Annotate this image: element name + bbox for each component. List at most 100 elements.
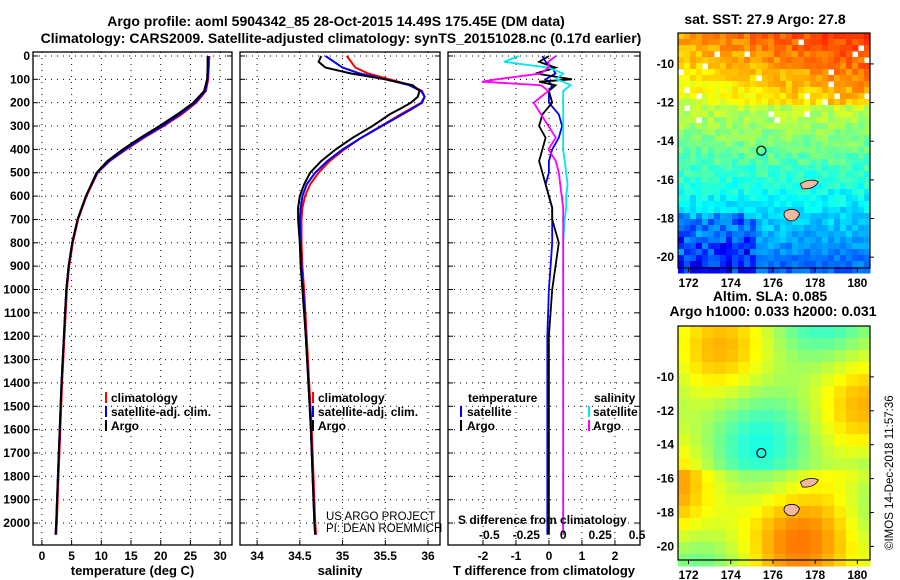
map-cell	[684, 249, 691, 256]
map-cell	[792, 183, 799, 190]
map-cell	[750, 410, 763, 423]
map-cell	[846, 326, 859, 339]
map-cell	[846, 99, 853, 106]
map-cell	[864, 213, 871, 220]
map-cell	[858, 410, 871, 423]
map-cell	[690, 111, 697, 118]
map-cell	[804, 75, 811, 82]
map-cell	[828, 207, 835, 214]
map-cell	[822, 482, 835, 495]
map-cell	[762, 338, 775, 351]
map-cell	[816, 249, 823, 256]
map-cell	[738, 398, 751, 411]
map-cell	[792, 231, 799, 238]
map-cell	[702, 201, 709, 208]
map-cell	[720, 213, 727, 220]
map-cell	[774, 81, 781, 88]
map-cell	[828, 219, 835, 226]
map-cell	[858, 518, 871, 531]
map-cell	[786, 177, 793, 184]
map-cell	[720, 207, 727, 214]
fiji-islands	[783, 179, 819, 222]
map-cell	[780, 261, 787, 268]
map-cell	[684, 225, 691, 232]
map-cell	[696, 219, 703, 226]
map-cell	[756, 249, 763, 256]
map-cell	[756, 135, 763, 142]
map-cell	[750, 189, 757, 196]
map-cell	[714, 458, 727, 471]
map-cell	[678, 249, 685, 256]
map-cell	[768, 171, 775, 178]
map-cell	[774, 446, 787, 459]
map-cell	[768, 165, 775, 172]
map-cell	[750, 213, 757, 220]
map-cell	[726, 386, 739, 399]
legend-swatch	[460, 406, 462, 417]
map-cell	[852, 225, 859, 232]
map-cell	[714, 147, 721, 154]
map-cell	[798, 195, 805, 202]
map-cell	[864, 123, 871, 130]
map-cell	[858, 386, 871, 399]
map-cell	[852, 183, 859, 190]
map-cell	[840, 165, 847, 172]
map-cell	[762, 153, 769, 160]
map-cell	[786, 362, 799, 375]
map-cell	[786, 153, 793, 160]
map-cell	[798, 201, 805, 208]
map-cell	[762, 159, 769, 166]
map-cell	[786, 123, 793, 130]
map-cell	[828, 165, 835, 172]
map-cell	[834, 117, 841, 124]
map-cell	[738, 159, 745, 166]
map-cell	[798, 147, 805, 154]
map-cell	[852, 189, 859, 196]
map-cell	[816, 63, 823, 70]
lat-tick-label: -16	[657, 173, 675, 187]
map-cell	[792, 249, 799, 256]
map-cell	[702, 386, 715, 399]
map-cell	[810, 111, 817, 118]
map-cell	[750, 494, 763, 507]
map-cell	[792, 93, 799, 100]
map-cell	[726, 75, 733, 82]
map-cell	[684, 189, 691, 196]
map-cell	[714, 111, 721, 118]
map-cell	[846, 117, 853, 124]
map-cell	[852, 81, 859, 88]
x-tick-label: 0	[39, 549, 46, 563]
map-cell	[798, 213, 805, 220]
map-cell	[780, 267, 787, 274]
s-tick-label: -0.5	[479, 528, 500, 542]
map-cell	[726, 39, 733, 46]
map-cell	[702, 93, 709, 100]
series-line-s-satellite	[503, 55, 573, 535]
map-cell	[864, 39, 871, 46]
map-cell	[720, 261, 727, 268]
map-cell	[738, 506, 751, 519]
map-cell	[690, 207, 697, 214]
map-cell	[702, 81, 709, 88]
map-cell	[744, 81, 751, 88]
map-cell	[798, 117, 805, 124]
map-cell	[828, 177, 835, 184]
map-cell	[810, 350, 823, 363]
map-cell	[828, 237, 835, 244]
map-cell	[708, 237, 715, 244]
map-cell	[768, 93, 775, 100]
map-cell	[726, 99, 733, 106]
map-cell	[756, 231, 763, 238]
map-cell	[780, 153, 787, 160]
map-cell	[762, 225, 769, 232]
map-cell	[678, 111, 685, 118]
map-cell	[798, 51, 805, 58]
map-cell	[816, 75, 823, 82]
map-cell	[798, 249, 805, 256]
map-cell	[738, 231, 745, 238]
map-cell	[750, 105, 757, 112]
map-cell	[708, 111, 715, 118]
map-cell	[744, 219, 751, 226]
map-cell	[768, 153, 775, 160]
difference-x-axis-label: T difference from climatology	[453, 563, 636, 578]
